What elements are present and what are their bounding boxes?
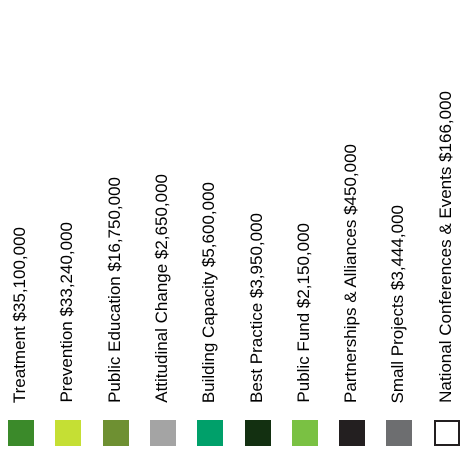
legend-entry: Building Capacity $5,600,000 <box>192 0 226 461</box>
legend-label: Treatment $35,100,000 <box>10 226 29 403</box>
legend-swatch <box>433 420 460 446</box>
legend-swatch <box>102 420 129 446</box>
legend-entry: National Conferences & Events $166,000 <box>429 0 463 461</box>
legend-entry: Treatment $35,100,000 <box>3 0 37 461</box>
legend-swatch <box>197 420 224 446</box>
legend-entry: Small Projects $3,444,000 <box>381 0 415 461</box>
legend-label: Attitudinal Change $2,650,000 <box>151 174 171 403</box>
legend-swatch <box>8 420 34 446</box>
legend-label: National Conferences & Events $166,000 <box>435 91 455 403</box>
legend-swatch <box>291 420 318 446</box>
legend-swatch <box>244 420 271 446</box>
legend-label: Partnerships & Alliances $450,000 <box>341 144 361 403</box>
legend-label: Public Fund $2,150,000 <box>293 223 313 403</box>
legend-swatch <box>339 420 366 446</box>
legend-swatch <box>149 420 176 446</box>
legend-label: Prevention $33,240,000 <box>57 222 77 403</box>
legend-entry: Public Fund $2,150,000 <box>287 0 321 461</box>
legend-label: Building Capacity $5,600,000 <box>199 181 219 403</box>
legend-swatch <box>386 420 413 446</box>
legend-swatch <box>55 420 82 446</box>
legend-label: Small Projects $3,444,000 <box>388 204 408 403</box>
legend-entry: Public Education $16,750,000 <box>98 0 132 461</box>
legend-entry: Attitudinal Change $2,650,000 <box>145 0 179 461</box>
legend-entry: Best Practice $3,950,000 <box>240 0 274 461</box>
legend-label: Best Practice $3,950,000 <box>246 213 266 403</box>
legend-entry: Prevention $33,240,000 <box>50 0 84 461</box>
legend-entry: Partnerships & Alliances $450,000 <box>334 0 368 461</box>
legend-label: Public Education $16,750,000 <box>104 177 124 403</box>
